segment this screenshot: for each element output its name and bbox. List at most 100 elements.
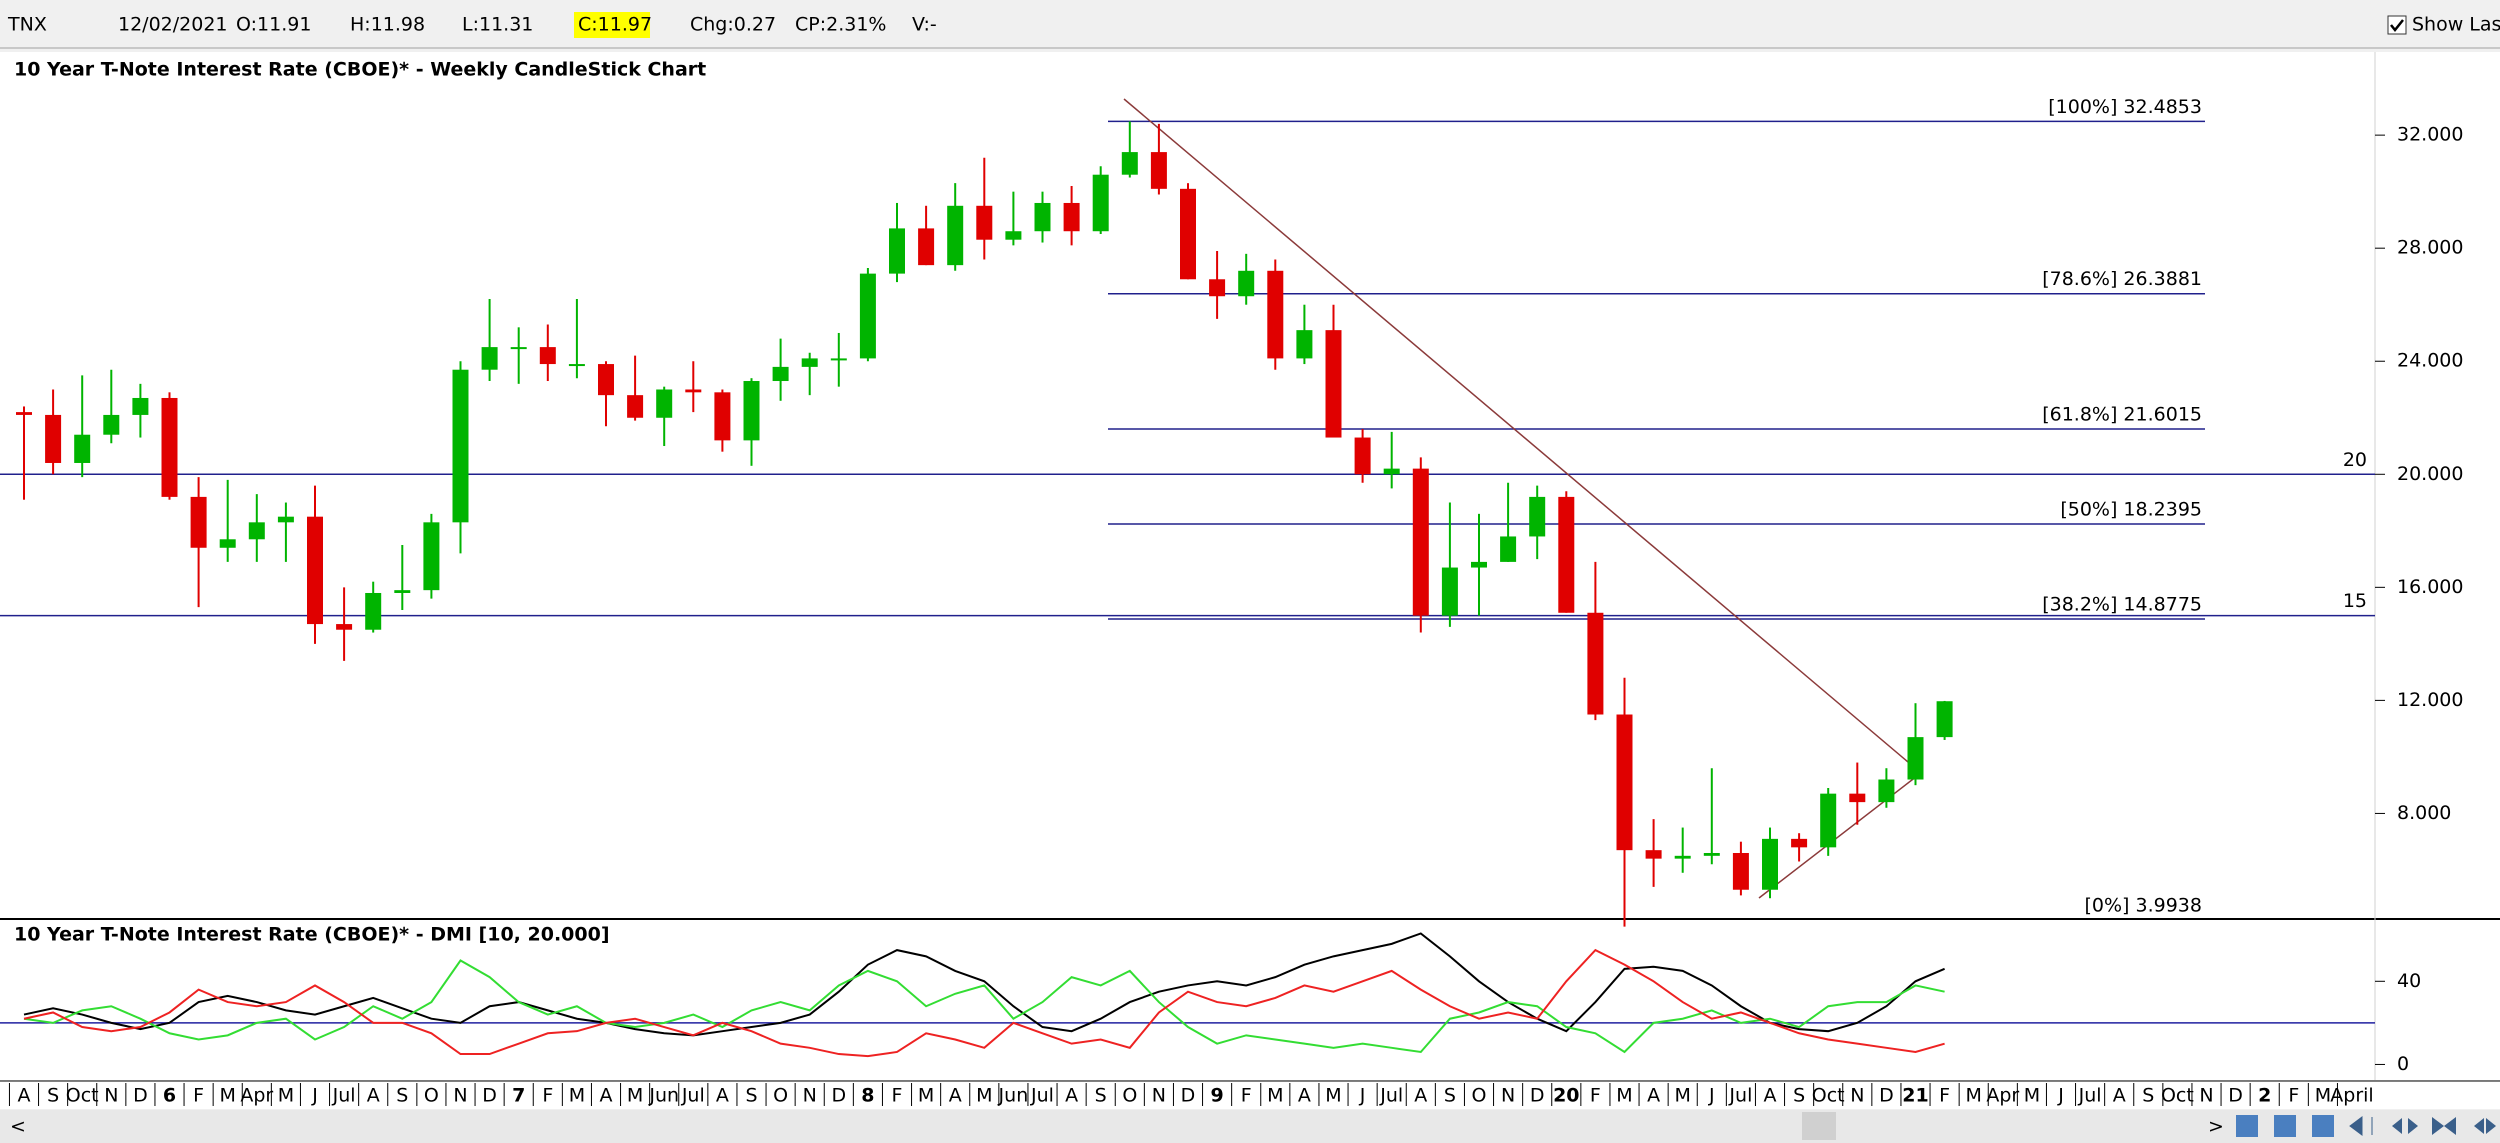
show-last-label[interactable]: Show Last <box>2412 14 2500 36</box>
show-last-checkbox[interactable] <box>2387 15 2407 35</box>
x-tick-label: 20 <box>1553 1085 1579 1107</box>
x-tick-label: D <box>2228 1085 2243 1107</box>
x-tick-label: M <box>1616 1085 1632 1107</box>
candle-body <box>539 347 556 365</box>
x-tick-label: F <box>193 1085 204 1107</box>
scrollbar[interactable] <box>0 1110 2500 1143</box>
candle-body <box>1296 330 1313 359</box>
y-tick-label: 16.000 <box>2397 576 2463 598</box>
candle-body <box>1209 279 1226 297</box>
icon[interactable] <box>2312 1115 2334 1137</box>
candle-body <box>947 205 964 266</box>
x-tick-label: M <box>2315 1085 2331 1107</box>
x-tick-label: S <box>2142 1085 2154 1107</box>
candle-body <box>743 381 760 441</box>
scroll-thumb[interactable] <box>1802 1112 1836 1140</box>
volume: V:- <box>912 14 937 36</box>
x-tick-label: Jun <box>648 1085 679 1107</box>
x-tick-label: M <box>278 1085 294 1107</box>
fib-label: [38.2%] 14.8775 <box>2042 594 2202 616</box>
candle-body <box>1034 202 1051 232</box>
x-tick-label: M <box>569 1085 585 1107</box>
x-tick-label: M <box>219 1085 235 1107</box>
x-tick-label: 21 <box>1902 1085 1928 1107</box>
candle-body <box>74 434 91 463</box>
dmi-line <box>23 959 1945 1054</box>
scroll-left[interactable]: < <box>10 1116 26 1138</box>
x-tick-label: A <box>1764 1085 1777 1107</box>
icon[interactable] <box>2392 1118 2418 1134</box>
candle-body <box>1878 779 1895 803</box>
x-tick-label: D <box>133 1085 148 1107</box>
x-tick-label: 6 <box>163 1085 176 1107</box>
candle-body <box>918 228 935 266</box>
x-tick-label: Apr <box>1986 1085 2019 1107</box>
candle-body <box>568 364 585 367</box>
dmi-line <box>23 932 1945 1037</box>
candle-body <box>161 397 178 497</box>
x-tick-label: April <box>2330 1085 2373 1107</box>
x-tick-label: A <box>1647 1085 1660 1107</box>
candle-body <box>1092 174 1109 232</box>
x-tick-label: O <box>1122 1085 1137 1107</box>
x-tick-label: N <box>1501 1085 1515 1107</box>
x-tick-label: S <box>1793 1085 1805 1107</box>
candle-body <box>1180 188 1196 280</box>
candle-body <box>248 522 265 540</box>
x-tick-label: M <box>918 1085 934 1107</box>
toolbar-icons[interactable] <box>2236 1115 2496 1137</box>
fib-label: [61.8%] 21.6015 <box>2042 404 2202 426</box>
candle-body <box>510 347 527 350</box>
candle-body <box>394 590 411 593</box>
high: H:11.98 <box>350 14 425 36</box>
x-tick-label: A <box>716 1085 729 1107</box>
x-tick-label: F <box>1939 1085 1950 1107</box>
candle-body <box>1587 612 1604 715</box>
fib-label: [100%] 32.4853 <box>2048 96 2202 118</box>
x-tick-label: M <box>1325 1085 1341 1107</box>
x-tick-label: A <box>600 1085 613 1107</box>
candle-body <box>1907 737 1924 780</box>
candle-body <box>481 347 498 370</box>
x-tick-label: 8 <box>861 1085 874 1107</box>
candle-body <box>859 273 876 359</box>
candle-body <box>1645 850 1662 859</box>
candle-body <box>1703 852 1720 856</box>
x-tick-label: Jun <box>998 1085 1029 1107</box>
icon[interactable] <box>2474 1118 2484 1134</box>
x-tick-label: M <box>627 1085 643 1107</box>
x-tick-label: 2 <box>2258 1085 2271 1107</box>
close: C:11.97 <box>578 14 652 36</box>
x-tick-label: S <box>47 1085 59 1107</box>
x-tick-label: Oct <box>66 1085 99 1107</box>
x-tick-label: O <box>773 1085 788 1107</box>
candle-body <box>1791 838 1808 848</box>
price-panel <box>0 52 2500 918</box>
scroll-right[interactable]: > <box>2208 1116 2224 1138</box>
candle-body <box>976 205 993 240</box>
top-bar <box>0 0 2500 48</box>
x-tick-label: N <box>1850 1085 1864 1107</box>
candle-body <box>1500 536 1517 562</box>
candle-body <box>772 366 789 382</box>
candle-body <box>1936 701 1953 738</box>
icon[interactable] <box>2349 1116 2373 1136</box>
candle-body <box>889 228 905 274</box>
x-tick-label: F <box>2288 1085 2299 1107</box>
y-tick-label: 20.000 <box>2397 463 2463 485</box>
x-tick-label: S <box>1444 1085 1456 1107</box>
candle-body <box>1529 496 1546 537</box>
x-tick-label: Jul <box>2078 1085 2102 1107</box>
x-tick-label: N <box>104 1085 118 1107</box>
icon[interactable] <box>2274 1115 2296 1137</box>
icon[interactable] <box>2486 1118 2496 1134</box>
icon[interactable] <box>2236 1115 2258 1137</box>
x-tick-label: Jul <box>1030 1085 1054 1107</box>
x-tick-label: Apr <box>240 1085 273 1107</box>
x-tick-label: F <box>1241 1085 1252 1107</box>
icon[interactable] <box>2432 1117 2456 1135</box>
x-tick-label: Jul <box>1379 1085 1403 1107</box>
x-tick-label: M <box>1267 1085 1283 1107</box>
candle-body <box>219 539 236 548</box>
candle-body <box>830 358 847 361</box>
